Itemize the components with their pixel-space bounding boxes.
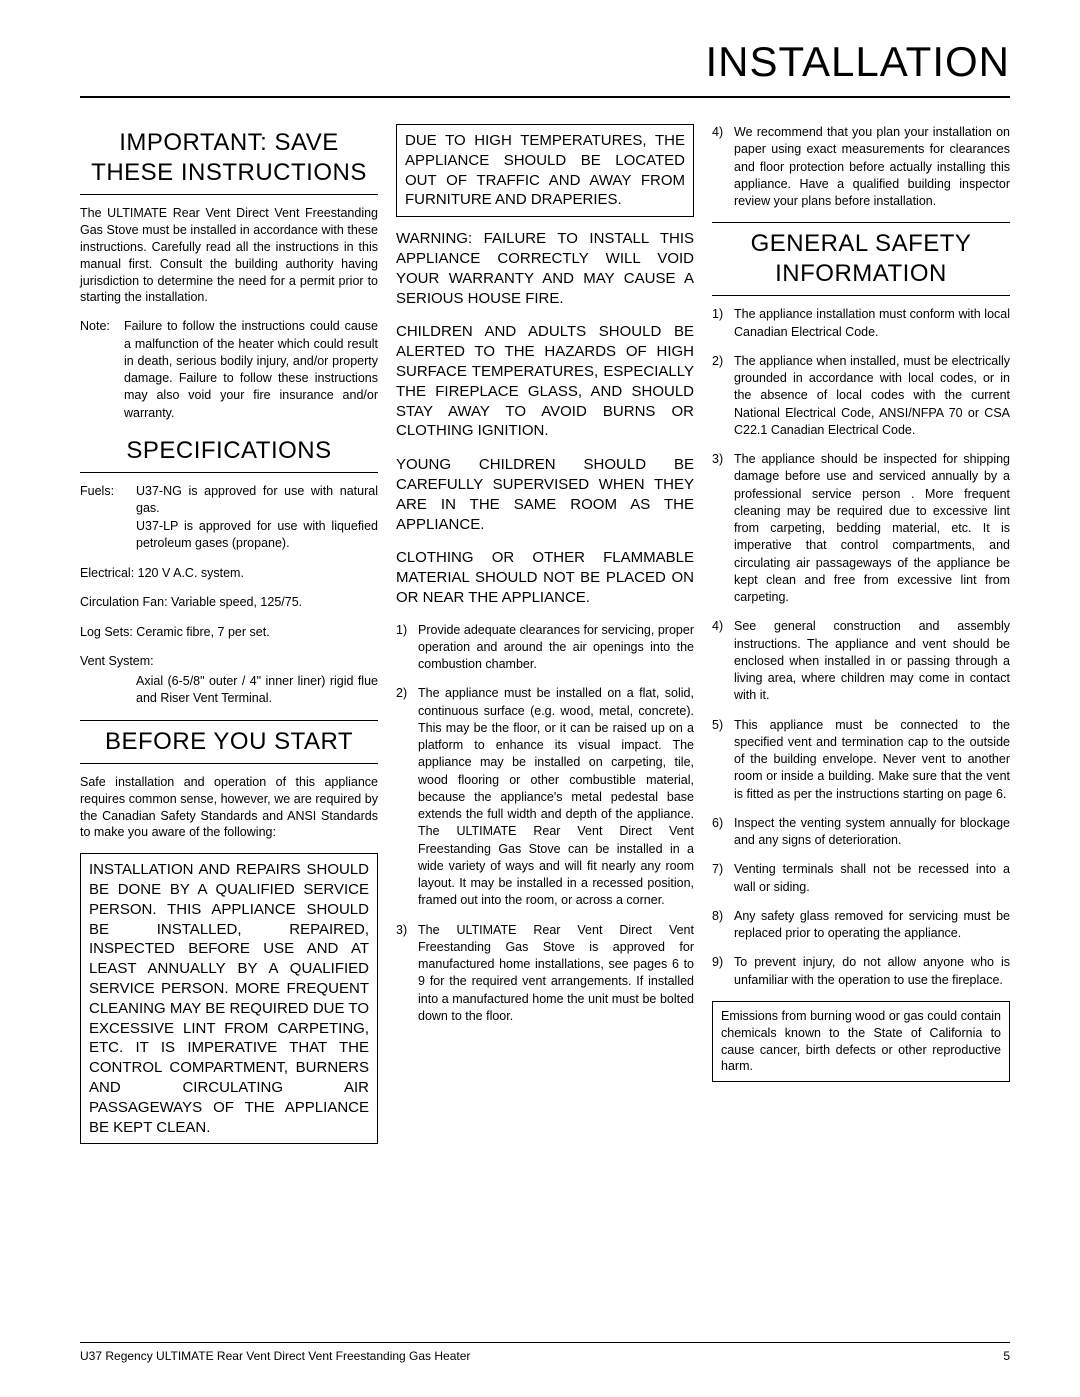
list-num: 1) xyxy=(396,622,418,674)
spec-fuels-val: U37-NG is approved for use with natural … xyxy=(136,483,378,553)
list-item: 1)The appliance installation must confor… xyxy=(712,306,1010,341)
general-safety-list: 1)The appliance installation must confor… xyxy=(712,306,1010,989)
spec-electrical: Electrical: 120 V A.C. system. xyxy=(80,565,378,583)
underline-specs xyxy=(80,472,378,473)
list-text: The appliance must be installed on a fla… xyxy=(418,685,694,909)
list-text: To prevent injury, do not allow anyone w… xyxy=(734,954,1010,989)
list-item: 4)We recommend that you plan your instal… xyxy=(712,124,1010,210)
list-item: 6)Inspect the venting system annually fo… xyxy=(712,815,1010,850)
spec-vent-label: Vent System: xyxy=(80,653,378,671)
list-num: 5) xyxy=(712,717,734,803)
list-item: 3)The appliance should be inspected for … xyxy=(712,451,1010,606)
underline-general xyxy=(712,295,1010,296)
box-high-temperatures: DUE TO HIGH TEMPERATURES, THE APPLIANCE … xyxy=(396,124,694,217)
list-num: 7) xyxy=(712,861,734,896)
list-text: The appliance when installed, must be el… xyxy=(734,353,1010,439)
list-num: 2) xyxy=(712,353,734,439)
col2-list: 1)Provide adequate clearances for servic… xyxy=(396,622,694,1026)
page-title: INSTALLATION xyxy=(80,38,1010,86)
warning-clothing: CLOTHING OR OTHER FLAMMABLE MATERIAL SHO… xyxy=(396,548,694,607)
underline-general-top xyxy=(712,222,1010,223)
list-item: 2)The appliance must be installed on a f… xyxy=(396,685,694,909)
warning-children-adults: CHILDREN AND ADULTS SHOULD BE ALERTED TO… xyxy=(396,322,694,441)
list-text: Inspect the venting system annually for … xyxy=(734,815,1010,850)
note-body: Failure to follow the instructions could… xyxy=(124,318,378,422)
list-num: 6) xyxy=(712,815,734,850)
footer-row: U37 Regency ULTIMATE Rear Vent Direct Ve… xyxy=(80,1349,1010,1363)
warning-young-children: YOUNG CHILDREN SHOULD BE CAREFULLY SUPER… xyxy=(396,455,694,534)
warning-failure-install: WARNING: FAILURE TO INSTALL THIS APPLIAN… xyxy=(396,229,694,308)
spec-logs: Log Sets: Ceramic fibre, 7 per set. xyxy=(80,624,378,642)
column-1: IMPORTANT: SAVE THESE INSTRUCTIONS The U… xyxy=(80,124,378,1156)
list-text: The ULTIMATE Rear Vent Direct Vent Frees… xyxy=(418,922,694,1026)
list-item: 5)This appliance must be connected to th… xyxy=(712,717,1010,803)
underline-before xyxy=(80,763,378,764)
list-item: 7)Venting terminals shall not be recesse… xyxy=(712,861,1010,896)
spec-fan: Circulation Fan: Variable speed, 125/75. xyxy=(80,594,378,612)
intro-text: The ULTIMATE Rear Vent Direct Vent Frees… xyxy=(80,205,378,306)
list-text: This appliance must be connected to the … xyxy=(734,717,1010,803)
list-item: 2)The appliance when installed, must be … xyxy=(712,353,1010,439)
list-num: 2) xyxy=(396,685,418,909)
list-item: 1)Provide adequate clearances for servic… xyxy=(396,622,694,674)
underline-important xyxy=(80,194,378,195)
box-emissions: Emissions from burning wood or gas could… xyxy=(712,1001,1010,1083)
top-rule xyxy=(80,96,1010,98)
list-num: 3) xyxy=(396,922,418,1026)
list-text: Provide adequate clearances for servicin… xyxy=(418,622,694,674)
list-num: 4) xyxy=(712,618,734,704)
list-item: 4)See general construction and assembly … xyxy=(712,618,1010,704)
heading-before-you-start: BEFORE YOU START xyxy=(80,727,378,757)
before-text: Safe installation and operation of this … xyxy=(80,774,378,842)
columns: IMPORTANT: SAVE THESE INSTRUCTIONS The U… xyxy=(80,124,1010,1156)
heading-general-safety: GENERAL SAFETY INFORMATION xyxy=(712,229,1010,289)
list-text: The appliance installation must conform … xyxy=(734,306,1010,341)
list-text: We recommend that you plan your installa… xyxy=(734,124,1010,210)
footer-left: U37 Regency ULTIMATE Rear Vent Direct Ve… xyxy=(80,1349,470,1363)
list-text: Venting terminals shall not be recessed … xyxy=(734,861,1010,896)
heading-important: IMPORTANT: SAVE THESE INSTRUCTIONS xyxy=(80,128,378,188)
spec-fuels-label: Fuels: xyxy=(80,483,136,553)
list-text: Any safety glass removed for servicing m… xyxy=(734,908,1010,943)
list-item: 3)The ULTIMATE Rear Vent Direct Vent Fre… xyxy=(396,922,694,1026)
spec-vent: Axial (6-5/8" outer / 4" inner liner) ri… xyxy=(80,673,378,708)
underline-before-top xyxy=(80,720,378,721)
footer: U37 Regency ULTIMATE Rear Vent Direct Ve… xyxy=(80,1342,1010,1363)
box-installation-repairs: INSTALLATION AND REPAIRS SHOULD BE DONE … xyxy=(80,853,378,1144)
list-num: 9) xyxy=(712,954,734,989)
list-num: 4) xyxy=(712,124,734,210)
list-num: 8) xyxy=(712,908,734,943)
note-block: Note: Failure to follow the instructions… xyxy=(80,318,378,422)
list-item: 9)To prevent injury, do not allow anyone… xyxy=(712,954,1010,989)
footer-rule xyxy=(80,1342,1010,1343)
column-2: DUE TO HIGH TEMPERATURES, THE APPLIANCE … xyxy=(396,124,694,1156)
footer-page-number: 5 xyxy=(1003,1349,1010,1363)
list-item: 8)Any safety glass removed for servicing… xyxy=(712,908,1010,943)
list-text: See general construction and assembly in… xyxy=(734,618,1010,704)
list-num: 1) xyxy=(712,306,734,341)
list-num: 3) xyxy=(712,451,734,606)
spec-fuels: Fuels: U37-NG is approved for use with n… xyxy=(80,483,378,553)
heading-specifications: SPECIFICATIONS xyxy=(80,436,378,466)
column-3: 4)We recommend that you plan your instal… xyxy=(712,124,1010,1156)
list-text: The appliance should be inspected for sh… xyxy=(734,451,1010,606)
col3-top-list: 4)We recommend that you plan your instal… xyxy=(712,124,1010,210)
note-label: Note: xyxy=(80,318,124,422)
